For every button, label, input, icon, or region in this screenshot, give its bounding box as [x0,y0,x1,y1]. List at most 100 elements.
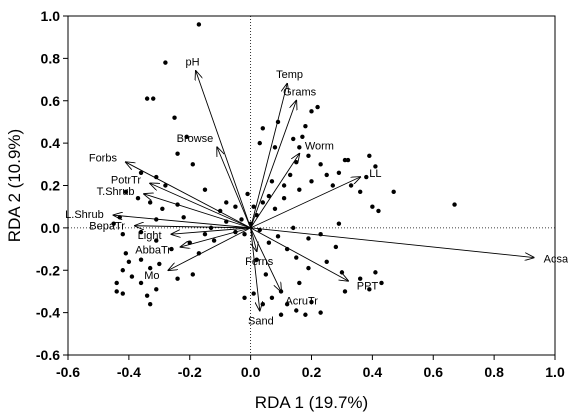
site-point [379,280,384,286]
x-tick-label: 0.0 [241,364,261,380]
site-point [242,232,247,237]
site-point [278,312,284,317]
site-point [123,189,129,195]
site-point [303,123,308,129]
site-point [126,259,132,264]
site-point [373,164,378,169]
vector-label: Light [138,230,162,242]
site-point [281,183,287,188]
site-point [336,170,342,175]
site-points [111,22,457,317]
y-tick-label: 0.2 [41,178,61,194]
site-point [144,96,150,101]
vector-arrow-worm [250,154,300,229]
site-point [348,183,354,188]
x-tick-label: -0.2 [178,364,202,380]
site-point [269,179,275,184]
site-point [291,225,296,231]
site-point [330,183,336,188]
site-point [169,246,174,252]
site-point [254,257,259,262]
y-tick-label: 0.0 [41,220,61,236]
x-tick-label: 0.4 [363,364,383,380]
y-tick-label: 1.0 [41,8,61,24]
site-point [190,272,195,277]
site-point [309,179,314,184]
site-point [154,287,159,292]
site-point [181,215,186,220]
vector-arrow-potrtr [150,183,251,229]
vector-arrow-abbatr [181,227,251,247]
site-point [208,225,214,231]
vector-label: AbbaTr [135,245,171,257]
site-point [345,157,351,163]
site-point [281,196,287,201]
site-point [202,187,208,192]
site-point [239,217,244,222]
vector-label: T.Shrub [97,186,135,198]
x-tick-label: 1.0 [545,364,565,380]
site-point [154,238,159,243]
vector-label: Ferns [245,256,274,268]
site-point [120,291,125,296]
site-point [287,172,293,178]
site-point [333,244,339,250]
site-point [266,240,272,245]
site-point [172,115,177,120]
site-point [245,191,250,197]
site-point [260,301,265,307]
site-point [151,96,156,101]
site-point [144,293,150,298]
vector-label: AcsaTr [544,254,568,266]
vector-label: Mo [144,270,159,282]
axis-ticks: -0.6 -0.4 -0.2 0.0 0.2 0.4 0.6 0.8 1.0 -0.6 -0.4 -0… [36,8,565,380]
vector-label: Worm [305,140,334,152]
site-point [260,200,265,205]
reference-lines [68,16,555,355]
vector-arrow-ppt [250,227,348,281]
site-point [111,221,116,226]
site-point [367,153,372,159]
site-point [367,287,372,292]
site-point [309,109,314,114]
vector-label: pH [186,57,200,69]
y-tick-label: -0.6 [36,347,60,363]
site-point [294,308,299,313]
site-point [309,299,314,305]
x-tick-label: -0.6 [56,364,80,380]
site-point [202,232,208,237]
vector-label: Temp [276,69,303,81]
vector-arrow-ferns [250,227,257,251]
site-point [114,289,119,294]
vector-label: Grams [283,86,317,98]
site-point [233,204,238,209]
site-point [300,134,305,139]
vector-arrow-acsatr [250,227,534,258]
site-point [318,310,323,315]
site-point [224,200,229,205]
site-point [306,236,311,241]
site-point [306,265,311,271]
vector-arrow-browse [217,147,252,229]
y-axis-title: RDA 2 (10.9%) [5,129,24,242]
site-point [266,193,272,199]
site-point [272,145,278,150]
site-point [358,189,363,195]
vector-label: PotrTr [111,174,141,186]
site-point [184,134,189,139]
site-point [306,153,311,159]
site-point [294,255,299,260]
site-point [339,270,345,275]
y-tick-label: 0.8 [41,50,61,66]
site-point [336,221,342,226]
site-point [147,200,153,205]
site-point [196,22,202,27]
site-point [242,295,247,300]
vector-arrow-l-shrub [114,215,251,229]
site-point [129,274,135,279]
site-point [315,104,320,110]
site-point [190,162,195,167]
site-point [163,60,168,65]
site-point [260,126,265,131]
